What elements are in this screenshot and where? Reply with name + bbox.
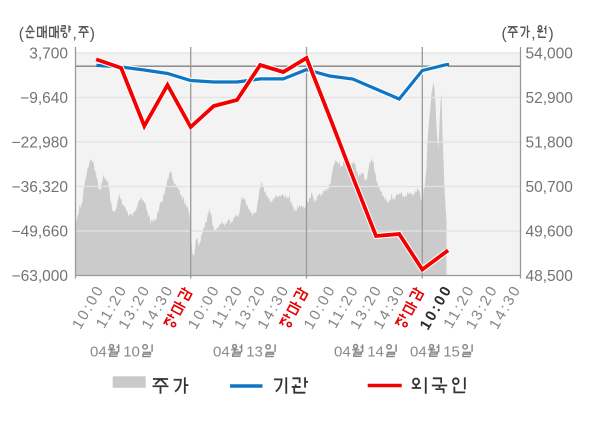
svg-text:13: 13 [246,344,263,361]
svg-text:,: , [73,26,77,43]
svg-text:50,700: 50,700 [526,179,574,196]
svg-text:52,900: 52,900 [526,90,574,107]
svg-text:10: 10 [123,344,140,361]
svg-text:): ) [90,26,95,43]
svg-text:04: 04 [213,344,230,361]
svg-text:−36,320: −36,320 [12,179,69,196]
svg-text:51,800: 51,800 [526,135,574,152]
svg-text:14: 14 [367,344,384,361]
svg-text:04: 04 [334,344,351,361]
svg-text:−49,660: −49,660 [12,224,69,241]
svg-text:49,600: 49,600 [526,224,574,241]
svg-text:3,700: 3,700 [29,46,68,63]
svg-text:15: 15 [443,344,460,361]
svg-text:−22,980: −22,980 [12,135,69,152]
svg-text:04: 04 [410,344,427,361]
svg-text:(: ( [502,26,508,43]
svg-text:−63,000: −63,000 [12,268,69,285]
svg-text:−9,640: −9,640 [20,90,68,107]
svg-text:54,000: 54,000 [526,46,574,63]
svg-text:48,500: 48,500 [526,268,574,285]
svg-text:(: ( [19,26,25,43]
svg-text:04: 04 [90,344,107,361]
svg-text:,: , [531,26,535,43]
svg-text:): ) [549,26,554,43]
